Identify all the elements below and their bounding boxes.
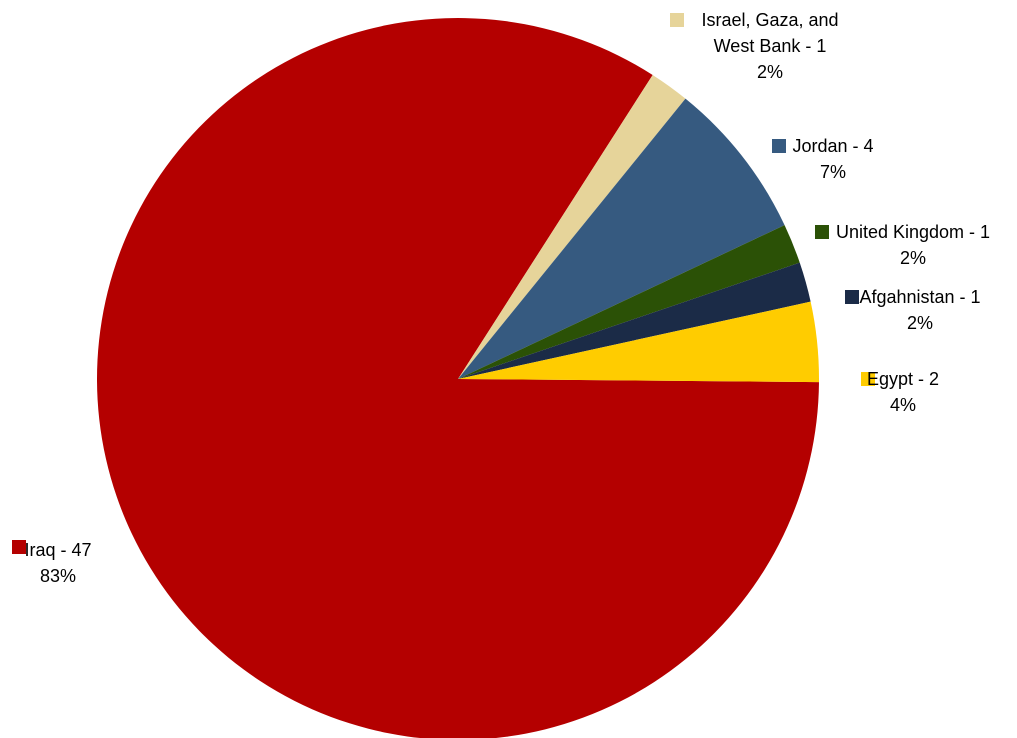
legend-swatch-jordan xyxy=(772,139,786,153)
slice-percent-label: 4% xyxy=(890,395,916,415)
legend-swatch-afgahnistan xyxy=(845,290,859,304)
slice-label-israel-gaza-and-west-bank: Israel, Gaza, and West Bank - 1 2% xyxy=(670,10,839,82)
slice-label-iraq: Iraq - 47 83% xyxy=(12,540,92,586)
pie-slices xyxy=(97,18,820,738)
slice-percent-label: 2% xyxy=(757,62,783,82)
slice-percent-label: 2% xyxy=(900,248,926,268)
pie-slice-afgahnistan xyxy=(458,262,811,379)
slice-labels: Iraq - 47 83% Israel, Gaza, and West Bank -… xyxy=(12,10,990,586)
slice-label-united-kingdom: United Kingdom - 1 2% xyxy=(815,222,990,268)
slice-name-label: Afgahnistan - 1 xyxy=(859,287,980,307)
slice-percent-label: 2% xyxy=(907,313,933,333)
slice-name-label: United Kingdom - 1 xyxy=(836,222,990,242)
slice-percent-label: 7% xyxy=(820,162,846,182)
slice-name-label: Jordan - 4 xyxy=(792,136,873,156)
pie-slice-iraq xyxy=(97,18,819,738)
slice-name-label: Egypt - 2 xyxy=(867,369,939,389)
pie-slice-jordan xyxy=(458,98,785,380)
legend-swatch-iraq xyxy=(12,540,26,554)
slice-percent-label: 83% xyxy=(40,566,76,586)
legend-swatch-united-kingdom xyxy=(815,225,829,239)
slice-label-jordan: Jordan - 4 7% xyxy=(772,136,874,182)
pie-slice-united-kingdom xyxy=(458,225,800,379)
legend-swatch-egypt xyxy=(861,372,875,386)
slice-name-label: West Bank - 1 xyxy=(714,36,827,56)
slice-name-label: Iraq - 47 xyxy=(24,540,91,560)
pie-slice-israel-gaza-and-west-bank xyxy=(458,74,686,379)
slice-label-egypt: Egypt - 2 4% xyxy=(861,369,939,415)
slice-name-label: Israel, Gaza, and xyxy=(701,10,838,30)
slice-label-afgahnistan: Afgahnistan - 1 2% xyxy=(845,287,981,333)
pie-slice-egypt xyxy=(458,301,820,383)
legend-swatch-israel-gaza-and-west-bank xyxy=(670,13,684,27)
